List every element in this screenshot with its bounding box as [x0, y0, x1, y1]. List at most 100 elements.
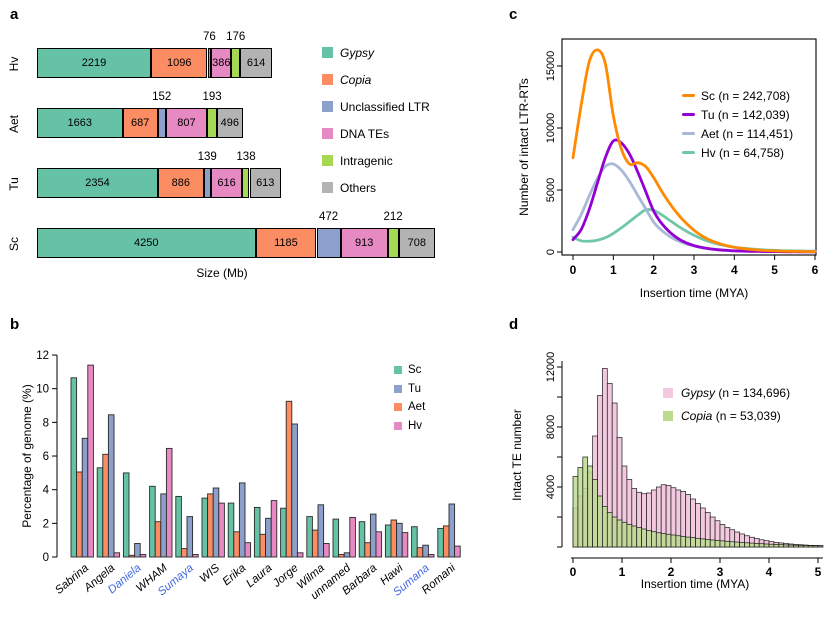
legend-label: Copia (n = 53,039) [681, 408, 781, 423]
panel-a-x-axis-title: Size (Mb) [196, 266, 248, 280]
bar-segment-hv-gypsy: 2219 [37, 48, 152, 78]
d-bin-copia-38 [758, 543, 765, 548]
d-x-tick-2: 2 [668, 565, 675, 579]
segment-value-label: 616 [217, 177, 236, 189]
d-bin-copia-17 [655, 532, 662, 548]
bar-segment-aet-others: 496 [217, 108, 243, 138]
legend-label: Aet (n = 114,451) [701, 126, 794, 141]
d-bin-copia-14 [641, 528, 647, 548]
d-bin-copia-23 [685, 536, 691, 548]
d-bin-copia-15 [646, 530, 652, 548]
d-bin-copia-20 [670, 534, 677, 548]
c-line-sc [571, 48, 817, 254]
legend-label: Gypsy [340, 45, 375, 60]
b-bar-sumana-hv [427, 554, 435, 558]
d-y-tick-12000: 12000 [545, 352, 557, 383]
d-y-tick-4000: 4000 [545, 475, 557, 499]
panel-a-legend: Gypsy Copia Unclassified LTR DNA TEs Intrage… [322, 39, 430, 201]
segment-value-label: 212 [383, 211, 403, 223]
segment-value-label: 2354 [85, 177, 110, 189]
d-bin-copia-10 [621, 521, 628, 548]
b-bar-wis-sc [201, 497, 209, 558]
b-bar-hawi-hv [401, 532, 409, 558]
bar-segment-hv-intragenic [231, 48, 241, 78]
b-bar-unnamed-sc [332, 518, 340, 558]
b-bar-romani-tu [448, 503, 456, 558]
b-bar-jorge-hv [296, 552, 304, 558]
legend-swatch-intragenic [322, 155, 333, 166]
legend-swatch-aet [682, 131, 695, 136]
d-bin-copia-33 [734, 541, 740, 548]
b-bar-wis-tu [212, 487, 220, 558]
legend-label: Gypsy (n = 134,696) [681, 385, 791, 400]
panel-c-x-axis-title: Insertion time (MYA) [639, 286, 749, 300]
b-bar-wilma-sc [306, 516, 313, 558]
legend-item-gypsy: Gypsy (n = 134,696) [663, 381, 790, 404]
bar-segment-tu-gypsy: 2354 [37, 168, 158, 198]
segment-value-label: 1096 [167, 57, 192, 69]
b-bar-barbara-sc [358, 521, 366, 558]
b-bar-barbara-tu [369, 513, 377, 558]
b-bar-wis-hv [218, 502, 225, 558]
panel-d-y-axis-title: Intact TE number [510, 409, 524, 501]
d-bin-copia-40 [768, 543, 775, 548]
segment-value-label: 1663 [67, 117, 92, 129]
d-bin-copia-45 [793, 544, 799, 548]
segment-value-label: 76 [202, 31, 216, 43]
d-bin-copia-50 [817, 545, 824, 548]
d-bin-copia-46 [798, 545, 804, 548]
b-x-label-jorge: Jorge [270, 562, 301, 590]
d-bin-copia-39 [763, 543, 770, 548]
row-label-tu: Tu [7, 177, 21, 191]
legend-label: Copia [340, 72, 372, 87]
legend-swatch-aet [394, 403, 402, 412]
b-bar-unnamed-aet [338, 554, 345, 558]
legend-item-aet: Aet [394, 398, 425, 417]
d-bin-copia-4 [592, 479, 598, 548]
b-bar-barbara-aet [364, 542, 371, 558]
b-bar-daniela-hv [139, 554, 147, 558]
b-bar-hawi-aet [390, 519, 398, 558]
legend-swatch-copia [322, 74, 333, 85]
legend-item-intragenic: Intragenic [322, 147, 430, 174]
bar-segment-tu-others: 613 [249, 168, 281, 198]
bar-segment-sc-gypsy: 4250 [37, 228, 256, 258]
panel-d-legend: Gypsy (n = 134,696) Copia (n = 53,039) [663, 381, 790, 427]
b-bar-daniela-tu [134, 543, 141, 558]
b-bar-laura-hv [270, 500, 278, 558]
b-bar-erika-hv [244, 542, 252, 558]
bar-segment-aet-dna-tes: 807 [165, 108, 208, 138]
b-bar-sumana-aet [416, 547, 424, 558]
d-bin-copia-26 [700, 538, 706, 548]
bar-segment-tu-dna-tes: 616 [210, 168, 243, 198]
b-bar-sumaya-tu [186, 516, 194, 558]
panel-d-x-axis-title: Insertion time (MYA) [640, 577, 750, 591]
b-bar-unnamed-tu [343, 552, 351, 558]
d-bin-copia-49 [812, 545, 819, 548]
d-bin-copia-19 [665, 533, 672, 548]
row-label-hv: Hv [7, 56, 21, 72]
bar-segment-hv-others: 614 [240, 48, 272, 78]
b-bar-barbara-hv [375, 531, 383, 558]
bar-segment-tu-unclassified-ltr [203, 168, 211, 198]
segment-value-label: 386 [212, 57, 231, 69]
bar-segment-hv-unclassified-ltr [207, 48, 212, 78]
legend-item-others: Others [322, 174, 430, 201]
segment-value-label: 472 [319, 211, 339, 223]
bar-segment-aet-intragenic [207, 108, 217, 138]
d-bin-copia-37 [753, 543, 760, 548]
d-bin-copia-21 [675, 535, 682, 548]
segment-value-label: 913 [354, 237, 374, 249]
segment-value-label: 193 [202, 91, 222, 103]
legend-label: Aet [408, 401, 426, 414]
bar-segment-aet-copia: 687 [122, 108, 158, 138]
legend-swatch-gypsy [322, 47, 333, 58]
c-x-tick-5: 5 [771, 263, 778, 277]
panel-b-letter: b [10, 316, 20, 333]
b-bar-angela-aet [102, 453, 109, 558]
d-bin-copia-2 [582, 456, 589, 548]
b-bar-sumaya-aet [180, 548, 188, 558]
d-bin-copia-24 [690, 537, 696, 548]
bar-segment-hv-dna-tes: 386 [211, 48, 232, 78]
b-bar-romani-aet [442, 525, 450, 558]
